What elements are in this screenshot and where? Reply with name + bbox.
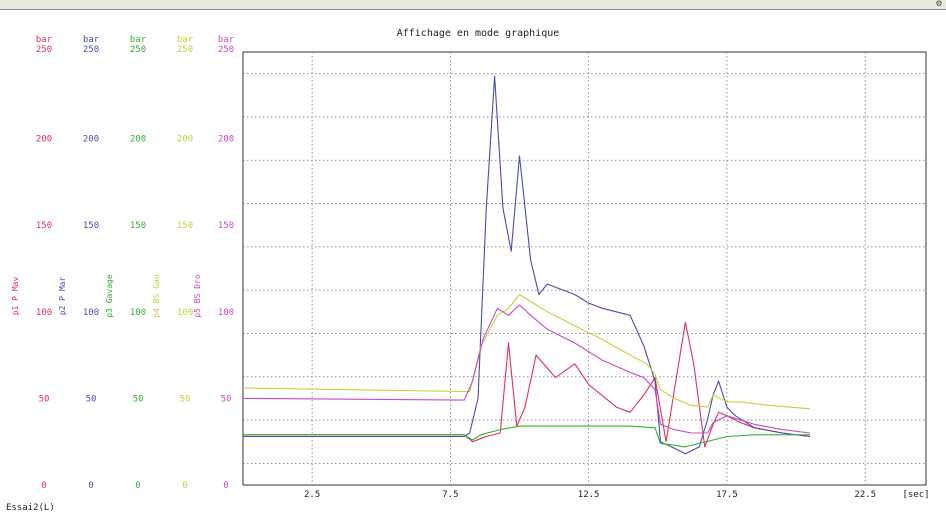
x-axis-label: [sec] — [902, 490, 929, 500]
y-tick-label: 200 — [218, 135, 234, 145]
y-tick-label: 100 — [218, 308, 234, 318]
axis-unit-label: bar — [83, 35, 100, 45]
axis-unit-label: bar — [177, 35, 194, 45]
axis-name-label: p5 BS Dro — [193, 274, 202, 318]
y-tick-label: 250 — [177, 45, 193, 55]
y-tick-label: 250 — [218, 45, 234, 55]
axis-name-label: p3 Gavage — [105, 274, 114, 318]
x-tick-labels: 2.5 7.5 12.5 17.5 22.5 — [304, 490, 876, 500]
y-tick-label: 200 — [36, 135, 52, 145]
y-tick-label: 0 — [135, 481, 140, 491]
axis-name-label: p4 BS Gau — [152, 274, 161, 318]
grid-lines — [243, 52, 926, 485]
series-line-3 — [243, 425, 810, 448]
chart-title: Affichage en mode graphique — [397, 28, 560, 39]
series-line-1 — [243, 321, 810, 448]
footer-label: Essai2(L) — [6, 503, 55, 513]
y-tick-label: 100 — [130, 308, 146, 318]
series-line-2 — [243, 75, 810, 455]
y-tick-label: 100 — [177, 308, 193, 318]
y-tick-label: 100 — [36, 308, 52, 318]
axis-name-label: p1 P Mav — [11, 277, 20, 316]
y-tick-label: 150 — [83, 221, 99, 231]
axis-unit-label: bar — [218, 35, 235, 45]
axis-unit-label: bar — [36, 35, 53, 45]
x-tick-label: 12.5 — [578, 490, 600, 500]
series-line-4 — [242, 293, 810, 410]
y-tick-label: 50 — [180, 394, 191, 404]
axis-unit-label: bar — [130, 35, 147, 45]
y-tick-label: 150 — [218, 221, 234, 231]
y-tick-label: 0 — [223, 481, 228, 491]
y-tick-label: 200 — [177, 135, 193, 145]
plot-area — [242, 51, 927, 486]
x-tick-label: 7.5 — [442, 490, 458, 500]
y-tick-label: 50 — [39, 394, 50, 404]
y-tick-label: 150 — [130, 221, 146, 231]
y-tick-label: 50 — [133, 394, 144, 404]
y-tick-label: 0 — [41, 481, 46, 491]
y-tick-label: 0 — [182, 481, 187, 491]
window-top-bar: ⚙ — [0, 0, 946, 10]
y-tick-label: 100 — [83, 308, 99, 318]
y-tick-label: 200 — [83, 135, 99, 145]
y-tick-label: 0 — [88, 481, 93, 491]
y-tick-label: 200 — [130, 135, 146, 145]
y-tick-label: 50 — [221, 394, 232, 404]
y-tick-label: 250 — [36, 45, 52, 55]
y-tick-label: 250 — [83, 45, 99, 55]
x-tick-label: 2.5 — [304, 490, 320, 500]
axis-labels: bar 0 50 100 150 200 250 p1 P Mav bar 0 50 100 150 20… — [11, 35, 235, 491]
series-line-5 — [242, 304, 810, 434]
series-lines — [242, 75, 810, 455]
x-tick-label: 17.5 — [716, 490, 738, 500]
pressure-chart: bar 0 50 100 150 200 250 p1 P Mav bar 0 50 100 150 20… — [11, 28, 930, 500]
x-tick-label: 22.5 — [854, 490, 876, 500]
y-tick-label: 50 — [86, 394, 97, 404]
y-tick-label: 150 — [36, 221, 52, 231]
axis-name-label: p2 P Mar — [58, 277, 67, 316]
y-tick-label: 250 — [130, 45, 146, 55]
gear-icon[interactable]: ⚙ — [935, 0, 943, 8]
y-tick-label: 150 — [177, 221, 193, 231]
